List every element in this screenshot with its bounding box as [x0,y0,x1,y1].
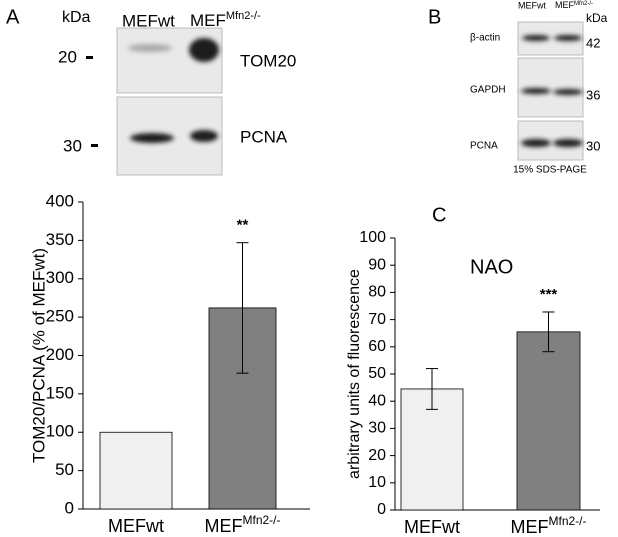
chart-label: NAO [470,256,513,278]
y-tick-label: 350 [46,230,74,249]
band [521,88,551,94]
protein: GAPDH [470,85,506,96]
marker: 30 [63,136,82,155]
lane-sup: Mfn2-/- [226,10,261,22]
y-tick-label: 60 [368,338,386,355]
y-tick-label: 100 [46,422,74,441]
marker: 42 [586,35,600,50]
x-tick-base: MEFwt [404,517,460,537]
x-tick-label: MEFMfn2-/- [204,513,280,536]
lane: MEFMfn2-/- [555,0,593,10]
lane: MEFMfn2-/- [190,10,261,31]
kda: kDa [62,9,91,26]
y-tick-label: 30 [368,420,386,437]
marker-dash [86,56,93,59]
marker: 30 [586,138,600,153]
band [189,38,219,62]
band [554,35,582,41]
y-tick-label: 150 [46,383,74,402]
blot [517,57,584,118]
protein: PCNA [470,141,498,152]
y-tick-label: 0 [65,498,74,517]
protein: TOM20 [240,51,296,70]
y-tick-label: 200 [46,345,74,364]
band [521,139,551,147]
significance: ** [237,217,249,234]
panel-letter: B [428,6,441,28]
x-tick-base: MEF [510,517,548,537]
lane-base: MEF [555,0,575,10]
y-tick-label: 40 [368,392,386,409]
panel-letter: A [6,6,20,28]
x-tick-label: MEFwt [404,517,460,537]
band [128,44,172,52]
blot-b: B MEFwt MEFMfn2-/- kDa β-actin GAPDH PCN… [428,0,608,175]
marker: 20 [58,47,77,66]
bar [516,331,581,511]
marker-dash [91,144,98,147]
x-tick-sup: Mfn2-/- [548,514,586,528]
marker: 36 [586,87,600,102]
y-axis-label: TOM20/PCNA (% of MEFwt) [29,248,48,463]
caption: 15% SDS-PAGE [513,165,587,176]
y-tick-label: 300 [46,268,74,287]
x-tick-base: MEFwt [108,516,164,536]
y-tick-label: 10 [368,474,386,491]
lane: MEFwt [518,0,546,10]
x-tick-base: MEF [204,516,242,536]
lane: MEFwt [122,11,175,30]
y-tick-label: 20 [368,447,386,464]
y-tick-label: 50 [55,460,74,479]
panel-letter: C [432,204,446,226]
x-tick-sup: Mfn2-/- [242,513,280,527]
blot-a: A kDa MEFwt MEFMfn2-/- 20 30 TOM20 PCNA [6,6,296,176]
y-tick-label: 400 [46,191,74,210]
kda: kDa [586,11,608,25]
y-tick-label: 70 [368,311,386,328]
x-tick-label: MEFwt [108,516,164,536]
y-tick-label: 0 [377,501,386,518]
y-tick-label: 80 [368,284,386,301]
significance: *** [540,286,558,303]
band [130,133,174,143]
y-axis-label: arbitrary units of fluorescence [346,269,363,479]
bar [99,431,173,510]
lane-sup: Mfn2-/- [574,1,593,7]
y-tick-label: 250 [46,307,74,326]
band [553,139,583,147]
band [190,130,218,142]
band [522,35,550,41]
lane-base: MEF [190,11,226,30]
protein: β-actin [470,33,500,44]
x-tick-label: MEFMfn2-/- [510,514,586,537]
band [553,89,583,95]
y-tick-label: 50 [368,365,386,382]
y-tick-label: 100 [359,229,386,246]
y-tick-label: 90 [368,256,386,273]
protein: PCNA [240,127,288,146]
